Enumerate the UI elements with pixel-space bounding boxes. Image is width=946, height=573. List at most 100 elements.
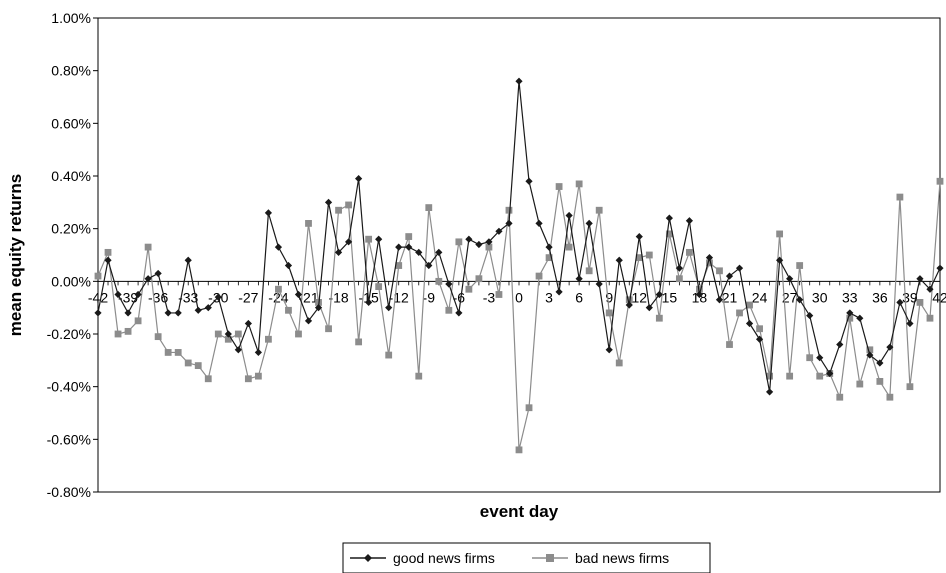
bad-news-point bbox=[866, 346, 874, 354]
x-tick-label: 36 bbox=[872, 289, 888, 305]
legend-box bbox=[342, 542, 711, 573]
bad-news-point bbox=[525, 404, 533, 412]
good-news-point bbox=[515, 77, 523, 85]
good-news-point bbox=[445, 280, 453, 288]
legend-good-label: good news firms bbox=[393, 550, 495, 566]
good-news-point bbox=[655, 290, 663, 299]
bad-news-point bbox=[605, 309, 613, 317]
bad-news-point bbox=[675, 275, 683, 283]
series-group bbox=[94, 77, 944, 454]
bad-news-point bbox=[375, 283, 383, 290]
y-tick-label: 0.60% bbox=[51, 115, 91, 131]
bad-news-point bbox=[285, 306, 292, 314]
y-tick-label: 0.20% bbox=[51, 221, 91, 237]
bad-news-point bbox=[746, 301, 753, 309]
good-news-point bbox=[866, 351, 874, 359]
bad-news-point bbox=[174, 349, 182, 356]
bad-news-point bbox=[395, 262, 403, 269]
good-news-point bbox=[665, 214, 673, 222]
legend-diamond-marker bbox=[364, 554, 372, 562]
good-news-point bbox=[405, 243, 413, 251]
x-tick-label: 42 bbox=[932, 289, 946, 305]
bad-news-point bbox=[385, 351, 393, 359]
bad-news-point bbox=[595, 206, 603, 214]
good-news-point bbox=[365, 298, 373, 306]
bad-news-point bbox=[575, 180, 583, 188]
good-news-point bbox=[725, 272, 734, 280]
good-news-point bbox=[565, 211, 573, 220]
good-news-point bbox=[535, 219, 543, 227]
bad-news-point bbox=[275, 285, 282, 293]
bad-news-point bbox=[565, 243, 573, 251]
bad-news-point bbox=[214, 330, 222, 338]
bad-news-point bbox=[555, 183, 563, 190]
good-news-point bbox=[184, 256, 192, 264]
x-tick-label: -21 bbox=[298, 289, 318, 305]
good-news-point bbox=[355, 175, 363, 183]
good-news-point bbox=[936, 264, 944, 272]
good-news-point bbox=[595, 280, 603, 288]
good-news-point bbox=[645, 304, 653, 312]
good-news-point bbox=[154, 269, 162, 278]
bad-news-point bbox=[686, 248, 693, 256]
bad-news-point bbox=[234, 330, 242, 338]
good-news-point bbox=[234, 346, 242, 354]
bad-news-point bbox=[114, 330, 122, 338]
good-news-point bbox=[755, 335, 764, 343]
bad-news-point bbox=[535, 272, 543, 280]
good-news-point bbox=[204, 304, 212, 312]
bad-news-point bbox=[726, 341, 733, 348]
x-tick-label: 6 bbox=[575, 289, 583, 305]
y-tick-label: 0.80% bbox=[51, 63, 91, 79]
good-news-point bbox=[334, 248, 343, 256]
x-tick-label: -3 bbox=[483, 289, 496, 305]
bad-news-point bbox=[615, 359, 623, 367]
good-news-point bbox=[134, 290, 142, 299]
good-news-point bbox=[555, 288, 563, 296]
bad-news-point bbox=[164, 349, 172, 356]
y-tick-label: -0.60% bbox=[47, 431, 91, 447]
good-news-point bbox=[836, 340, 844, 349]
bad-news-point bbox=[926, 314, 934, 322]
bad-news-point bbox=[345, 201, 352, 209]
y-tick-label: -0.20% bbox=[47, 326, 91, 342]
bad-news-point bbox=[936, 177, 944, 185]
good-news-point bbox=[816, 354, 824, 362]
x-tick-label: 33 bbox=[842, 289, 858, 305]
bad-news-point bbox=[495, 291, 503, 298]
good-news-point bbox=[675, 264, 683, 272]
good-news-point bbox=[244, 319, 252, 328]
x-tick-label: 39 bbox=[902, 289, 918, 305]
x-axis: -42-39-36-33-30-27-24-21-18-15-12-9-6-30… bbox=[88, 281, 946, 305]
good-news-point bbox=[435, 248, 443, 256]
bad-news-point bbox=[635, 254, 643, 262]
good-news-point bbox=[264, 209, 273, 217]
good-news-point bbox=[916, 275, 924, 283]
y-axis-title: mean equity returns bbox=[6, 174, 25, 337]
x-tick-label: -42 bbox=[88, 289, 108, 305]
x-tick-label: -18 bbox=[328, 289, 348, 305]
bad-news-point bbox=[425, 204, 433, 211]
bad-news-point bbox=[505, 206, 513, 214]
x-tick-label: 3 bbox=[545, 289, 553, 305]
good-news-point bbox=[745, 319, 754, 328]
good-news-point bbox=[545, 243, 553, 251]
bad-news-point bbox=[776, 230, 784, 238]
bad-news-point bbox=[134, 317, 142, 325]
good-news-point bbox=[485, 238, 493, 246]
good-news-point bbox=[385, 304, 393, 312]
y-tick-label: 0.40% bbox=[51, 168, 91, 184]
bad-news-point bbox=[796, 262, 804, 269]
good-news-point bbox=[796, 296, 804, 304]
bad-news-point bbox=[244, 375, 252, 383]
good-news-point bbox=[174, 309, 182, 317]
good-news-point bbox=[274, 243, 283, 251]
x-tick-label: 15 bbox=[662, 289, 678, 305]
good-news-point bbox=[886, 343, 894, 351]
x-tick-label: 30 bbox=[812, 289, 828, 305]
bad-news-point bbox=[204, 375, 212, 383]
good-news-point bbox=[324, 198, 333, 206]
y-tick-label: 1.00% bbox=[51, 10, 91, 26]
good-news-point bbox=[344, 238, 353, 246]
good-news-point bbox=[314, 304, 323, 312]
